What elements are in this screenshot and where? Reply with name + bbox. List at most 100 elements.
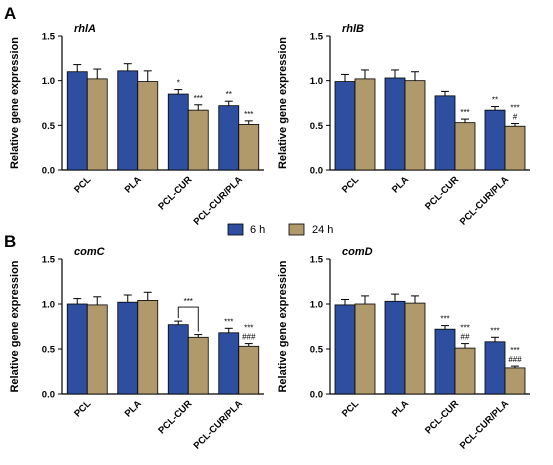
bar-6h-PCL-CUR xyxy=(167,324,189,395)
bar-24h-PCL-CUR xyxy=(454,122,476,171)
bar-6h-PCL-CUR xyxy=(434,95,456,171)
bar-6h-PLA xyxy=(117,301,139,395)
bar-24h-PCL-CUR/PLA xyxy=(238,345,260,395)
bar-6h-PCL xyxy=(334,304,356,395)
y-axis-label: Relative gene expression xyxy=(277,37,289,169)
x-tick-label: PCL-CUR xyxy=(156,174,194,212)
x-tick-label: PLA xyxy=(390,398,411,419)
chart-comD: comD Relative gene expression 0.0 0.5 1.0 1.5… xyxy=(277,246,530,452)
y-tick-label: 0.0 xyxy=(42,166,55,177)
chart-rhlA: rhlA Relative gene expression 0.0 0.5 1.0 1.5… xyxy=(9,23,264,228)
legend-label-24h: 24 h xyxy=(312,224,333,236)
y-tick-label: 0.0 xyxy=(310,390,323,401)
x-tick-label: PCL-CUR xyxy=(156,398,194,436)
y-tick-label: 1.0 xyxy=(310,76,323,87)
bar-6h-PCL-CUR xyxy=(167,93,189,171)
significance-label: ### xyxy=(242,333,256,342)
chart-comC: comC Relative gene expression 0.0 0.5 1.0 1.5… xyxy=(9,246,264,452)
legend-label-6h: 6 h xyxy=(250,224,265,236)
bar-24h-PCL-CUR/PLA xyxy=(504,125,526,171)
x-tick-label: PCL-CUR/PLA xyxy=(192,174,245,227)
bar-24h-PCL xyxy=(354,78,376,171)
bar-6h-PCL-CUR xyxy=(434,328,456,395)
y-axis-label: Relative gene expression xyxy=(9,260,21,392)
y-tick-label: 1.5 xyxy=(42,32,56,43)
chart-title: rhlA xyxy=(74,23,96,35)
chart-title: comD xyxy=(342,246,373,258)
legend-swatch-6h xyxy=(227,223,244,236)
bar-6h-PLA xyxy=(384,77,406,171)
bar-24h-PLA xyxy=(404,80,426,171)
significance-label: *** xyxy=(460,108,469,117)
significance-label: *** xyxy=(244,324,253,333)
chart-rhlB: rhlB Relative gene expression 0.0 0.5 1.0 1.5… xyxy=(277,23,530,228)
y-tick-label: 0.5 xyxy=(42,121,56,132)
significance-label: *** xyxy=(510,104,519,113)
x-tick-label: PCL xyxy=(72,398,93,419)
significance-label: * xyxy=(177,79,180,88)
y-tick-label: 1.5 xyxy=(310,32,324,43)
legend-swatch-24h xyxy=(288,223,305,236)
x-tick-label: PCL xyxy=(340,174,361,195)
x-tick-label: PCL xyxy=(72,174,93,195)
x-tick-label: PCL xyxy=(340,398,361,419)
significance-label: *** xyxy=(440,315,449,324)
y-tick-label: 1.0 xyxy=(42,76,55,87)
significance-label: # xyxy=(513,113,518,122)
significance-label: *** xyxy=(194,94,203,103)
bar-6h-PCL-CUR/PLA xyxy=(218,332,240,395)
bar-24h-PCL xyxy=(86,78,108,171)
significance-label: *** xyxy=(460,324,469,333)
x-tick-label: PCL-CUR xyxy=(423,398,461,436)
significance-label: *** xyxy=(510,346,519,355)
bar-6h-PCL xyxy=(66,303,88,395)
significance-label: *** xyxy=(244,110,253,119)
chart-title: comC xyxy=(74,246,106,258)
x-tick-label: PCL-CUR/PLA xyxy=(192,398,245,451)
panel-label-a: A xyxy=(4,4,16,23)
chart-title: rhlB xyxy=(342,23,364,35)
x-tick-label: PLA xyxy=(390,174,411,195)
bar-24h-PCL-CUR/PLA xyxy=(238,124,260,171)
bar-24h-PCL-CUR xyxy=(454,347,476,395)
y-tick-label: 0.5 xyxy=(310,121,324,132)
bar-24h-PLA xyxy=(137,81,159,171)
y-axis-label: Relative gene expression xyxy=(277,260,289,392)
bar-6h-PLA xyxy=(117,70,139,171)
bar-24h-PCL xyxy=(354,303,376,395)
significance-label: ## xyxy=(461,333,470,342)
significance-label: ** xyxy=(492,96,498,105)
bar-24h-PCL xyxy=(86,304,108,395)
legend: 6 h 24 h xyxy=(227,223,333,236)
bar-24h-PCL-CUR xyxy=(187,109,209,171)
bar-6h-PCL-CUR/PLA xyxy=(484,109,506,171)
bar-6h-PCL xyxy=(334,81,356,171)
significance-label: ### xyxy=(508,355,522,364)
x-tick-label: PCL-CUR/PLA xyxy=(458,174,511,227)
x-tick-label: PCL-CUR xyxy=(423,174,461,212)
bar-24h-PCL-CUR xyxy=(187,336,209,395)
y-tick-label: 1.0 xyxy=(310,300,323,311)
x-tick-label: PLA xyxy=(123,174,144,195)
y-tick-label: 1.5 xyxy=(310,255,324,266)
comparison-bracket-label: *** xyxy=(184,297,193,306)
y-tick-label: 0.5 xyxy=(310,345,324,356)
y-tick-label: 0.0 xyxy=(42,390,55,401)
bar-24h-PLA xyxy=(404,302,426,395)
comparison-bracket xyxy=(177,306,199,332)
bar-6h-PCL-CUR/PLA xyxy=(484,341,506,395)
bar-6h-PCL-CUR/PLA xyxy=(218,105,240,171)
bar-24h-PLA xyxy=(137,299,159,395)
significance-label: ** xyxy=(226,90,232,99)
y-axis-label: Relative gene expression xyxy=(9,37,21,169)
y-tick-label: 1.5 xyxy=(42,255,56,266)
bar-6h-PLA xyxy=(384,300,406,395)
bar-24h-PCL-CUR/PLA xyxy=(504,367,526,395)
y-tick-label: 1.0 xyxy=(42,300,55,311)
charts: rhlA Relative gene expression 0.0 0.5 1.0 1.5… xyxy=(9,23,530,452)
y-tick-label: 0.5 xyxy=(42,345,56,356)
x-tick-label: PCL-CUR/PLA xyxy=(458,398,511,451)
significance-label: *** xyxy=(490,326,499,335)
panel-label-b: B xyxy=(4,232,16,251)
